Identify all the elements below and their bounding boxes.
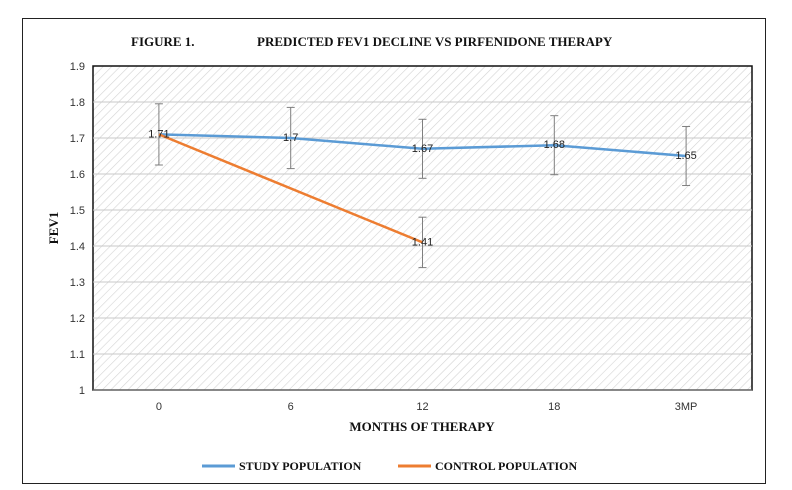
series-line-1: [158, 133, 423, 244]
y-tick-label: 1.2: [70, 313, 85, 325]
x-tick-label: 18: [548, 401, 560, 413]
data-label: 1.67: [412, 143, 433, 155]
x-axis-title: MONTHS OF THERAPY: [349, 419, 495, 434]
series-lines: [158, 133, 687, 244]
x-tick-label: 3MP: [675, 401, 698, 413]
y-tick-label: 1.8: [70, 97, 85, 109]
data-label: 1.65: [675, 150, 696, 162]
data-label: 1.68: [544, 139, 565, 151]
legend-label-control: CONTROL POPULATION: [435, 459, 577, 473]
y-tick-label: 1.1: [70, 349, 85, 361]
data-label: 1.41: [412, 236, 433, 248]
line-chart: FIGURE 1. PREDICTED FEV1 DECLINE VS PIRF…: [46, 34, 753, 473]
figure-label: FIGURE 1.: [131, 34, 195, 49]
data-label: 1.71: [148, 128, 169, 140]
chart-title: PREDICTED FEV1 DECLINE VS PIRFENIDONE TH…: [257, 34, 613, 49]
x-tick-label: 6: [288, 401, 294, 413]
x-tick-label: 12: [416, 401, 428, 413]
legend-label-study: STUDY POPULATION: [239, 459, 362, 473]
data-label: 1.7: [283, 132, 298, 144]
y-tick-labels: 1 1.1 1.2 1.3 1.4 1.5 1.6 1.7 1.8 1.9: [70, 61, 85, 397]
y-tick-label: 1.3: [70, 277, 85, 289]
x-tick-labels: 0 6 12 18 3MP: [156, 401, 698, 413]
y-tick-label: 1.5: [70, 205, 85, 217]
y-tick-label: 1.4: [70, 241, 85, 253]
y-tick-label: 1.9: [70, 61, 85, 73]
series-line-0: [158, 133, 687, 158]
chart-frame: FIGURE 1. PREDICTED FEV1 DECLINE VS PIRF…: [22, 18, 766, 484]
legend: STUDY POPULATION CONTROL POPULATION: [202, 459, 577, 473]
y-tick-label: 1.6: [70, 169, 85, 181]
y-tick-label: 1.7: [70, 133, 85, 145]
x-tick-label: 0: [156, 401, 162, 413]
y-axis-title: FEV1: [46, 212, 61, 245]
y-tick-label: 1: [79, 385, 85, 397]
data-labels: 1.71 1.7 1.67 1.68 1.65 1.41: [148, 128, 697, 248]
